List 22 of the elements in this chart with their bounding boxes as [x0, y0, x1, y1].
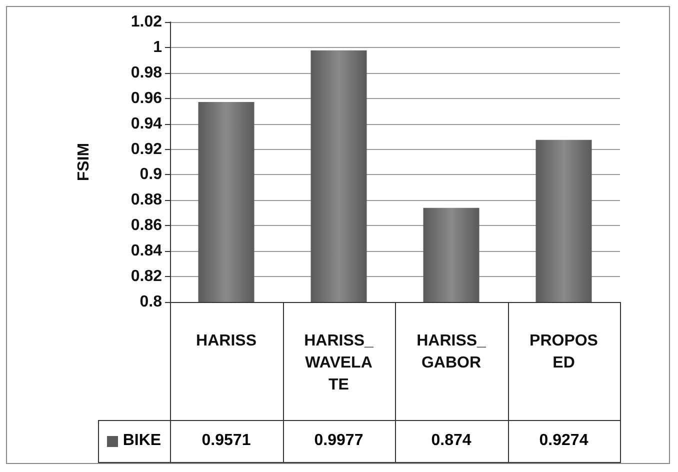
y-axis-title: FSIM [76, 142, 92, 182]
y-tick-label: 0.88 [130, 192, 162, 209]
y-tick-label: 0.82 [130, 268, 162, 286]
x-tick-label: HARISS_GABOR [416, 332, 488, 372]
x-tick-label: HARISS [196, 332, 257, 350]
data-label: 0.9977 [313, 431, 364, 451]
y-tick-label: 0.98 [130, 64, 162, 82]
y-tick-label: 0.84 [130, 242, 162, 260]
y-tick-label: 0.94 [130, 115, 162, 132]
legend-label: BIKE [122, 431, 162, 451]
data-label: 0.9571 [200, 431, 252, 451]
y-tick-label: 0.92 [130, 140, 162, 158]
x-tick-label: PROPOSED [530, 332, 598, 372]
y-tick-label: 0.9 [140, 166, 162, 184]
y-tick-label: 0.8 [140, 294, 162, 310]
y-tick-label: 0.96 [130, 90, 162, 107]
y-tick-label: 1 [153, 38, 162, 56]
y-tick-label: 0.86 [130, 217, 162, 234]
data-label: 0.9274 [538, 431, 590, 451]
x-tick-label: HARISS_WAVELATE [304, 332, 375, 394]
data-label: 0.874 [430, 431, 472, 451]
y-tick-label: 1.02 [130, 14, 162, 30]
